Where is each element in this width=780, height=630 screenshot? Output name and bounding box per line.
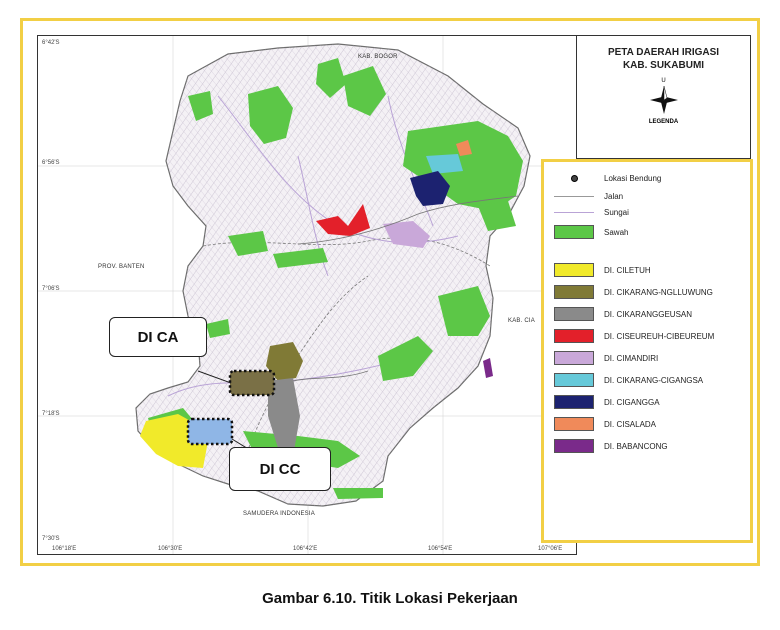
figure-caption: Gambar 6.10. Titik Lokasi Pekerjaan bbox=[262, 590, 518, 607]
sawah-areas bbox=[148, 58, 523, 499]
legend-label: Jalan bbox=[604, 191, 624, 201]
marker-di-cc bbox=[186, 417, 234, 446]
legend-row: Lokasi Bendung bbox=[554, 170, 661, 186]
legend-label: Sungai bbox=[604, 207, 629, 217]
di-cimandiri-area bbox=[383, 221, 430, 248]
place-kab-cianjur: KAB. CIA bbox=[508, 318, 535, 324]
legend-label: Lokasi Bendung bbox=[604, 173, 662, 183]
legend-row: DI. CIKARANGGEUSAN bbox=[554, 306, 692, 322]
legend-symbol bbox=[554, 225, 594, 239]
lon-label-4: 106°54'E bbox=[428, 546, 453, 552]
legend-label: DI. CIMANDIRI bbox=[604, 353, 659, 363]
legend-symbol bbox=[554, 211, 594, 213]
place-kab-bogor: KAB. BOGOR bbox=[358, 54, 398, 60]
lat-label-2: 6°56'S bbox=[42, 160, 60, 166]
legend-row: DI. CIKARANG-NGLLUWUNG bbox=[554, 284, 713, 300]
lat-label-1: 6°42'S bbox=[42, 40, 60, 46]
di-cisalada-area bbox=[456, 140, 472, 156]
legend-row: Sungai bbox=[554, 204, 629, 220]
district-boundary bbox=[202, 237, 491, 267]
marker-di-ca bbox=[228, 369, 276, 397]
legend-label: DI. CILETUH bbox=[604, 265, 651, 275]
lat-label-5: 7°30'S bbox=[42, 536, 60, 542]
legend-symbol bbox=[554, 285, 594, 299]
di-cikaranggeusan-area bbox=[268, 378, 300, 451]
legend-symbol bbox=[554, 307, 594, 321]
lon-label-2: 106°30'E bbox=[158, 546, 183, 552]
legend-row: DI. CIMANDIRI bbox=[554, 350, 658, 366]
legend-label: DI. CISEUREUH-CIBEUREUM bbox=[604, 331, 715, 341]
legend-row: DI. CILETUH bbox=[554, 262, 651, 278]
legend-symbol bbox=[554, 439, 594, 453]
lat-label-4: 7°18'S bbox=[42, 411, 60, 417]
legend-symbol bbox=[554, 329, 594, 343]
lon-label-1: 106°18'E bbox=[52, 546, 77, 552]
legend-title: LEGENDA bbox=[648, 119, 679, 125]
legend-row: DI. CISALADA bbox=[554, 416, 656, 432]
lon-label-3: 106°42'E bbox=[293, 546, 318, 552]
legend-label: DI. CIKARANG-CIGANGSA bbox=[604, 375, 704, 385]
legend-row: DI. BABANCONG bbox=[554, 438, 668, 454]
map-title-line1: PETA DAERAH IRIGASI bbox=[607, 47, 720, 58]
legend-row: DI. CISEUREUH-CIBEUREUM bbox=[554, 328, 714, 344]
north-arrow-icon bbox=[649, 85, 678, 114]
legend-row: Jalan bbox=[554, 188, 623, 204]
map-area: 6°42'S 6°56'S 7°06'S 7°18'S 7°30'S 106°1… bbox=[37, 35, 577, 555]
di-ciseureuh-area bbox=[316, 204, 370, 236]
legend-symbol bbox=[554, 263, 594, 277]
di-babancong-area bbox=[483, 358, 493, 378]
legend-label: DI. BABANCONG bbox=[604, 441, 668, 451]
callout-di-cc: DI CC bbox=[229, 447, 331, 491]
legend-label: DI. CIGANGGA bbox=[604, 397, 660, 407]
legend-symbol bbox=[554, 171, 594, 185]
di-cigangga-area bbox=[410, 171, 450, 206]
legend-symbol bbox=[554, 373, 594, 387]
north-label: U bbox=[661, 78, 666, 84]
map-canvas bbox=[38, 36, 576, 554]
callout-di-ca: DI CA bbox=[109, 317, 207, 357]
legend-label: DI. CIKARANG-NGLLUWUNG bbox=[604, 287, 713, 297]
legend-symbol bbox=[554, 195, 594, 197]
leader-di-ca bbox=[197, 370, 232, 384]
map-frame: 6°42'S 6°56'S 7°06'S 7°18'S 7°30'S 106°1… bbox=[20, 18, 760, 566]
road-network bbox=[292, 195, 519, 382]
place-prov-banten: PROV. BANTEN bbox=[98, 264, 145, 270]
lon-label-5: 107°06'E bbox=[538, 546, 563, 552]
lat-label-3: 7°06'S bbox=[42, 286, 60, 292]
legend-panel: Lokasi Bendung Jalan Sungai Sawah DI. CILETU… bbox=[541, 159, 753, 543]
map-title-line2: KAB. SUKABUMI bbox=[622, 60, 705, 71]
map-title-block: PETA DAERAH IRIGASI KAB. SUKABUMI U LEGE… bbox=[577, 35, 751, 159]
weir-location-icon bbox=[570, 174, 578, 182]
place-samudera: SAMUDERA INDONESIA bbox=[243, 511, 315, 517]
legend-row: DI. CIKARANG-CIGANGSA bbox=[554, 372, 703, 388]
legend-row: Sawah bbox=[554, 224, 628, 240]
legend-label: Sawah bbox=[604, 227, 629, 237]
di-cikarang-ngl-area bbox=[266, 342, 303, 381]
legend-symbol bbox=[554, 351, 594, 365]
legend-symbol bbox=[554, 395, 594, 409]
legend-label: DI. CISALADA bbox=[604, 419, 657, 429]
di-cikarang-cigangsa-area bbox=[426, 154, 463, 174]
legend-row: DI. CIGANGGA bbox=[554, 394, 660, 410]
legend-symbol bbox=[554, 417, 594, 431]
legend-label: DI. CIKARANGGEUSAN bbox=[604, 309, 693, 319]
